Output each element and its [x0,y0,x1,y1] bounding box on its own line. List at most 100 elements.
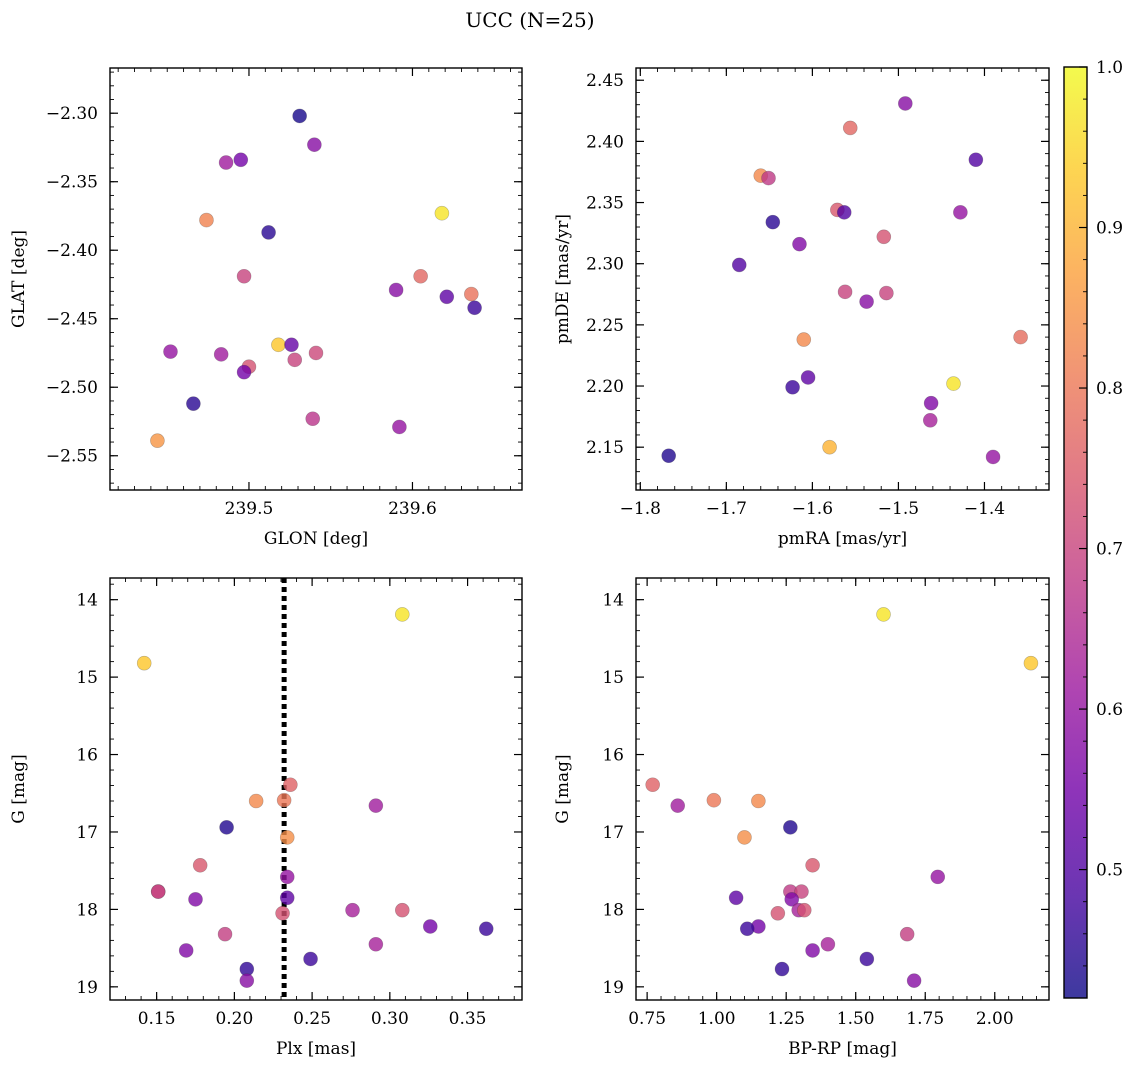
axes-frame [109,67,523,491]
data-point [236,364,252,380]
x-tick-label: 0.20 [215,1009,253,1029]
panels: 239.5 239.6 −2.30 −2.35 −2.40 −2.45 −2.50 −2.55… [9,67,1050,1059]
panel-2: −1.8 −1.7 −1.6 −1.5 −1.4 2.15 2.20 2.25 2.30 2.35… [553,67,1050,549]
data-point [303,951,318,967]
y-tick-label: 16 [602,746,624,766]
panel-3: 0.15 0.20 0.25 0.30 0.35 14 15 16 17 18 19 Plx [mas… [9,577,523,1059]
data-point [899,926,915,942]
data-point [784,892,800,907]
data-point [279,869,295,885]
x-tick-label: 239.6 [388,499,437,519]
data-point [219,820,234,835]
data-point [737,830,752,845]
x-tick-label: 239.5 [225,499,274,519]
y-tick-label: 14 [602,591,624,611]
y-tick-label: 15 [602,668,624,688]
colorbar-tick-label: 0.6 [1096,700,1123,720]
data-point [283,777,298,793]
data-point [218,155,234,170]
data-point [731,257,747,273]
data-point [275,905,290,921]
data-point [876,607,891,622]
data-point [478,921,494,937]
y-axis-label: G [mag] [553,754,573,823]
data-point [178,943,194,958]
data-point [661,448,676,464]
y-axis-label: pmDE [mas/yr] [553,214,573,344]
data-point [765,214,781,230]
data-point [413,268,428,284]
x-tick-label: 0.25 [293,1009,331,1029]
data-point [774,961,790,977]
x-tick-label: 0.30 [371,1009,409,1029]
y-tick-label: 15 [76,668,98,688]
y-axis-label: GLAT [deg] [9,230,29,328]
x-axis-label: GLON [deg] [264,529,368,549]
colorbar-tick-label: 0.5 [1096,861,1123,881]
data-point [292,108,307,124]
data-point [136,655,152,671]
y-tick-label: −2.30 [46,104,98,124]
data-point [879,285,894,301]
data-point [368,798,384,813]
x-tick-label: 0.35 [449,1009,487,1029]
data-point [805,943,820,958]
colorbar-tick-label: 0.9 [1096,219,1123,239]
data-point [645,777,660,793]
x-axis-label: Plx [mas] [276,1039,356,1059]
y-tick-label: −2.50 [46,378,98,398]
colorbar-tick-label: 0.7 [1096,540,1123,560]
data-point [922,412,938,428]
x-tick-label: 0.15 [138,1009,176,1029]
data-point [670,798,686,813]
x-axis-label: BP-RP [mag] [788,1039,897,1059]
x-tick-label: 1.00 [698,1009,736,1029]
data-point [308,345,324,361]
data-point [239,973,255,988]
data-point [794,884,809,899]
axes-frame [109,577,523,1001]
x-tick-label: 0.75 [628,1009,666,1029]
y-tick-label: −2.55 [46,447,98,467]
data-point [271,337,286,353]
y-tick-label: 18 [602,900,624,920]
data-point [192,857,208,873]
y-tick-label: −2.45 [46,310,98,330]
data-point [770,905,786,921]
data-point [368,936,384,952]
x-tick-label: 1.75 [906,1009,944,1029]
x-tick-label: 1.50 [837,1009,875,1029]
data-point [279,890,295,906]
data-point [985,449,1001,465]
data-point [233,152,249,168]
y-tick-label: 18 [76,900,98,920]
figure-title: UCC (N=25) [465,8,594,32]
data-point [792,236,807,252]
x-tick-label: −1.4 [964,499,1005,519]
colorbar-fill [1064,67,1087,998]
x-tick-label: −1.6 [792,499,833,519]
data-point [388,282,404,298]
data-point [213,347,229,362]
data-point [836,205,852,220]
x-tick-label: −1.8 [620,499,661,519]
axes-frame [635,67,1050,491]
y-tick-label: 2.15 [586,438,624,458]
data-point [796,902,812,918]
data-point [1023,655,1039,671]
y-axis-label: G [mag] [9,754,29,823]
panel-4: 0.75 1.00 1.25 1.50 1.75 2.00 14 15 16 17 18 19 BP-R… [553,577,1050,1059]
data-point [837,284,853,300]
data-point [859,951,875,967]
colorbar-tick-label: 0.8 [1096,379,1123,399]
y-tick-label: 2.25 [586,316,624,336]
data-point [800,370,816,385]
y-tick-label: −2.40 [46,241,98,261]
y-tick-label: 2.35 [586,194,624,214]
data-point [842,120,858,136]
x-tick-label: −1.5 [878,499,919,519]
x-axis-label: pmRA [mas/yr] [778,529,907,549]
y-tick-label: 2.30 [586,255,624,275]
y-tick-label: 17 [76,823,98,843]
data-point [163,344,178,359]
